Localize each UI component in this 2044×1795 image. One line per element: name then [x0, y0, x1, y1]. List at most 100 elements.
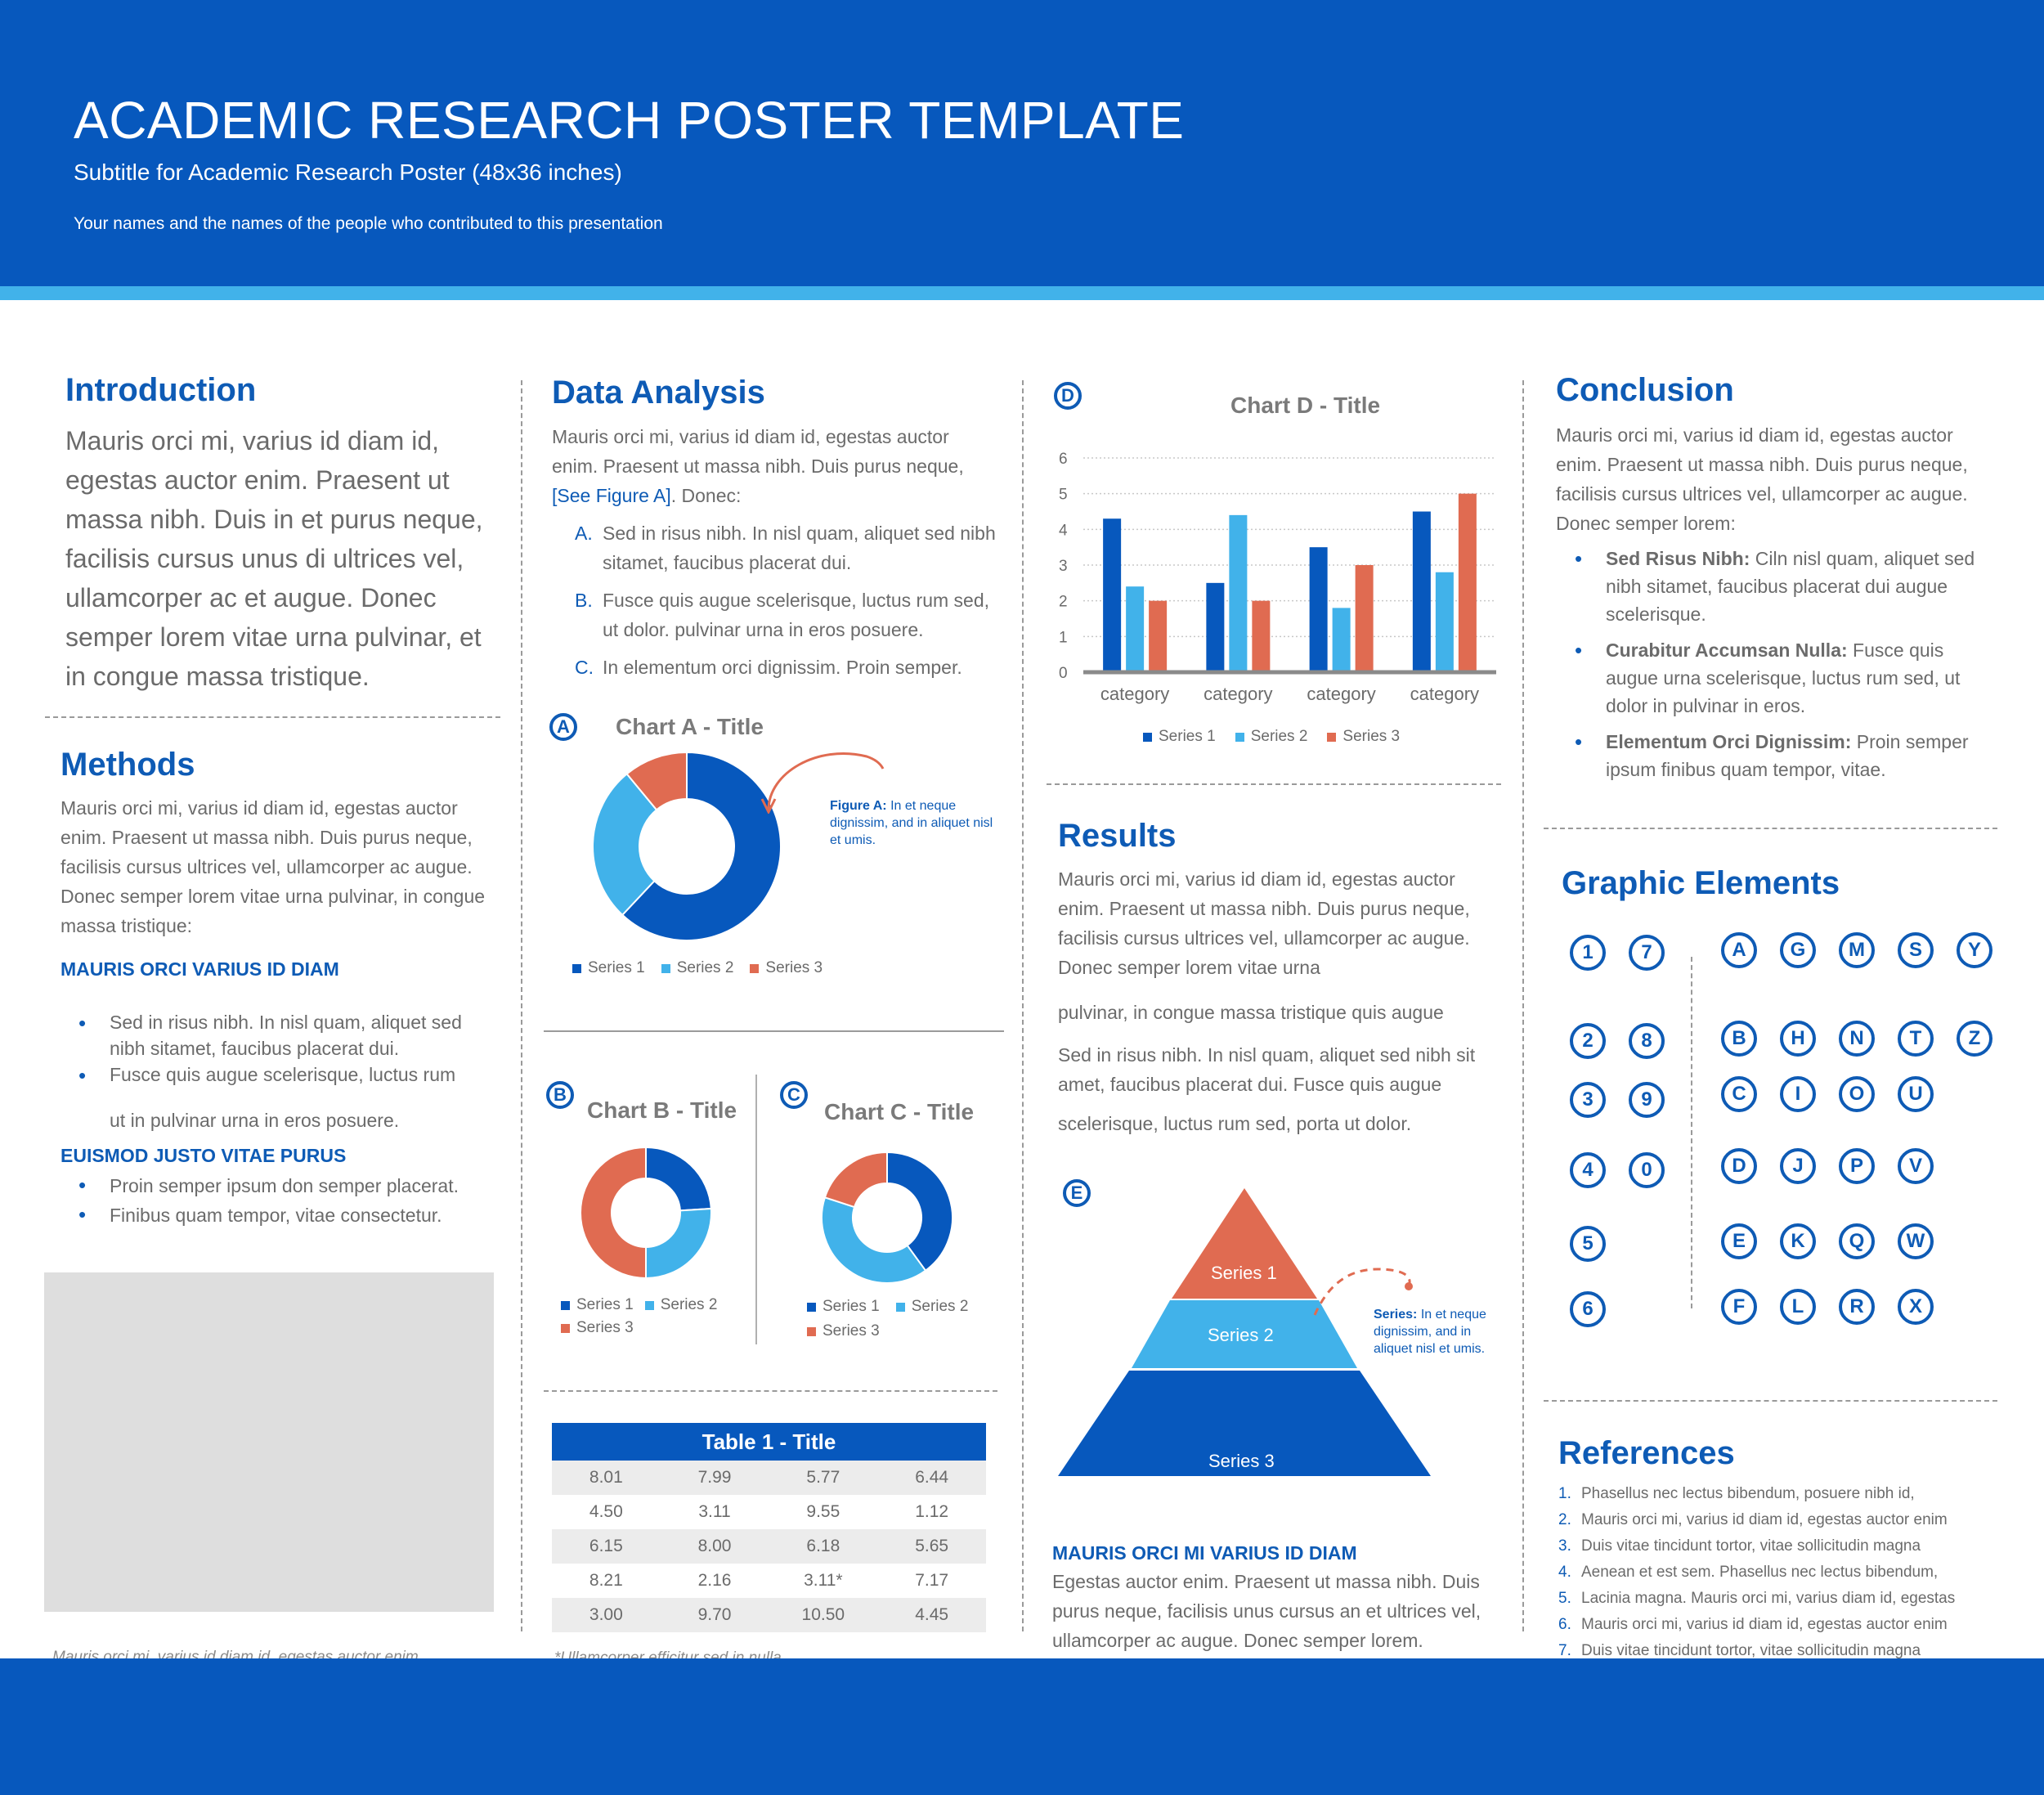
letter-a-icon: A: [1721, 932, 1757, 968]
legend-item: Series 3: [750, 959, 823, 977]
letter-p-icon: P: [1839, 1148, 1875, 1184]
table-cell: 6.44: [877, 1461, 986, 1495]
table-row: 6.15 8.00 6.18 5.65: [552, 1529, 986, 1564]
legend-item: Series 2: [661, 959, 733, 977]
bar-3-3: [1355, 565, 1374, 672]
table-row: 8.01 7.99 5.77 6.44: [552, 1461, 986, 1495]
number-8-icon: 8: [1629, 1023, 1665, 1059]
letter-z-icon: Z: [1957, 1021, 1992, 1057]
table-row: 3.00 9.70 10.50 4.45: [552, 1598, 986, 1632]
chart-d-letter-badge: D: [1054, 382, 1082, 410]
donut-slice-1: [886, 1151, 953, 1272]
table-cell: 3.00: [552, 1598, 661, 1632]
reference-item: 3. Duis vitae tincidunt tortor, vitae sol…: [1558, 1537, 1921, 1555]
conclusion-text: Mauris orci mi, varius id diam id, egest…: [1556, 424, 1968, 534]
conclusion-heading: Conclusion: [1556, 372, 1734, 408]
reference-item: 4. Aenean et est sem. Phasellus nec lectu…: [1558, 1564, 1939, 1581]
chart-d-bar-chart: 0 1 2 3 4 5 6 category category category category: [1059, 451, 1496, 704]
y-tick-label: 5: [1059, 487, 1068, 504]
data-table: Table 1 - Title 8.01 7.99 5.77 6.44 4.50 3.11…: [552, 1423, 986, 1632]
chart-c-donut: [821, 1151, 953, 1284]
column-divider-2: [1022, 380, 1024, 1631]
chart-c-letter-badge: C: [780, 1081, 808, 1109]
legend-item: Series 2: [1235, 728, 1307, 746]
graphic-elements-heading: Graphic Elements: [1562, 865, 1840, 901]
x-category-label: category: [1307, 684, 1375, 704]
poster-footer: [0, 1658, 2044, 1795]
number-1-icon: 1: [1570, 935, 1606, 971]
pyramid-level-3: [1058, 1371, 1431, 1476]
donut-slice-3: [580, 1146, 647, 1280]
table-cell: 7.17: [915, 1571, 949, 1590]
legend-item: Series 2: [644, 1296, 717, 1314]
letter-h-icon: H: [1780, 1021, 1816, 1057]
donut-slice-1: [621, 751, 782, 941]
letter-u-icon: U: [1898, 1076, 1934, 1112]
results-text-1: Mauris orci mi, varius id diam id, egest…: [1058, 868, 1470, 978]
methods-subheading-1: MAURIS ORCI VARIUS ID DIAM: [61, 958, 339, 980]
number-4-icon: 4: [1570, 1152, 1606, 1188]
list-item: • Finibus quam tempor, vitae consectetur.: [78, 1202, 442, 1227]
number-5-icon: 5: [1570, 1226, 1606, 1262]
letter-q-icon: Q: [1839, 1223, 1875, 1259]
results-text-4: scelerisque, luctus rum sed, porta ut do…: [1058, 1113, 1412, 1134]
y-tick-label: 0: [1059, 665, 1068, 682]
pyramid-callout-arrow: [1313, 1268, 1411, 1316]
methods-heading: Methods: [61, 747, 195, 783]
pyramid-diagram: [1058, 1188, 1431, 1476]
table-cell: 8.00: [660, 1529, 769, 1564]
chart-b-letter-badge: B: [546, 1081, 574, 1109]
list-item: C. In elementum orci dignissim. Proin sem…: [575, 657, 962, 678]
table-cell: 7.99: [660, 1461, 769, 1495]
data-analysis-text: Mauris orci mi, varius id diam id, egest…: [552, 426, 964, 506]
chart-a-callout-arrow: [760, 752, 885, 814]
methods-bullet-continuation: ut in pulvinar urna in eros posuere.: [110, 1110, 400, 1131]
reference-item: 2. Mauris orci mi, varius id diam id, ege…: [1558, 1511, 1948, 1528]
list-item: • Proin semper ipsum don semper placerat.: [78, 1173, 459, 1197]
methods-subheading-2: EUISMOD JUSTO VITAE PURUS: [61, 1145, 347, 1166]
chart-b-slices: [580, 1146, 712, 1280]
letter-e-icon: E: [1721, 1223, 1757, 1259]
y-tick-label: 6: [1059, 451, 1068, 468]
poster-title: ACADEMIC RESEARCH POSTER TEMPLATE: [74, 91, 1185, 150]
letter-l-icon: L: [1780, 1289, 1816, 1325]
chart-a-donut: [592, 751, 782, 941]
chart-d-title: Chart D - Title: [1230, 393, 1381, 418]
number-3-icon: 3: [1570, 1082, 1606, 1118]
letter-b-icon: B: [1721, 1021, 1757, 1057]
reference-item: 1. Phasellus nec lectus bibendum, posuere…: [1558, 1485, 1915, 1502]
chart-a-callout-note: Figure A: In et neque dignissim, and in …: [830, 799, 993, 847]
figure-a-link[interactable]: [See Figure A]: [552, 485, 671, 506]
table-cell: 3.11*: [804, 1571, 843, 1590]
table-cell: 9.55: [806, 1502, 840, 1521]
chart-b-donut: [580, 1146, 712, 1280]
letter-r-icon: R: [1839, 1289, 1875, 1325]
legend-item: Series 1: [572, 959, 645, 977]
letter-y-icon: Y: [1957, 932, 1992, 968]
letter-i-icon: I: [1780, 1076, 1816, 1112]
letter-s-icon: S: [1898, 932, 1934, 968]
table-cell: 9.70: [660, 1598, 769, 1632]
chart-c-slices: [821, 1151, 953, 1284]
introduction-text: Mauris orci mi, varius id diam id, egest…: [65, 426, 483, 691]
table-cell: 8.01: [552, 1461, 661, 1495]
legend-item: Series 1: [807, 1298, 880, 1316]
chart-c-title: Chart C - Title: [824, 1099, 975, 1124]
poster-header: [0, 0, 2044, 286]
chart-d-plot: 0 1 2 3 4 5 6 category category category category: [1059, 451, 1496, 704]
pyramid-label-3: Series 3: [1208, 1451, 1275, 1471]
number-7-icon: 7: [1629, 935, 1665, 971]
introduction-heading: Introduction: [65, 372, 257, 408]
graphic-elements-divider: [1691, 957, 1692, 1308]
donut-slice-1: [645, 1146, 712, 1212]
letter-d-icon: D: [1721, 1148, 1757, 1184]
table-cell: 8.21: [589, 1571, 623, 1590]
letter-j-icon: J: [1780, 1148, 1816, 1184]
section-divider: [45, 716, 500, 718]
references-heading: References: [1558, 1435, 1735, 1471]
pyramid-level-2: [1132, 1300, 1357, 1368]
list-item: • Sed in risus nibh. In nisl quam, alique…: [78, 1011, 462, 1059]
bar-1-3: [1309, 547, 1328, 672]
